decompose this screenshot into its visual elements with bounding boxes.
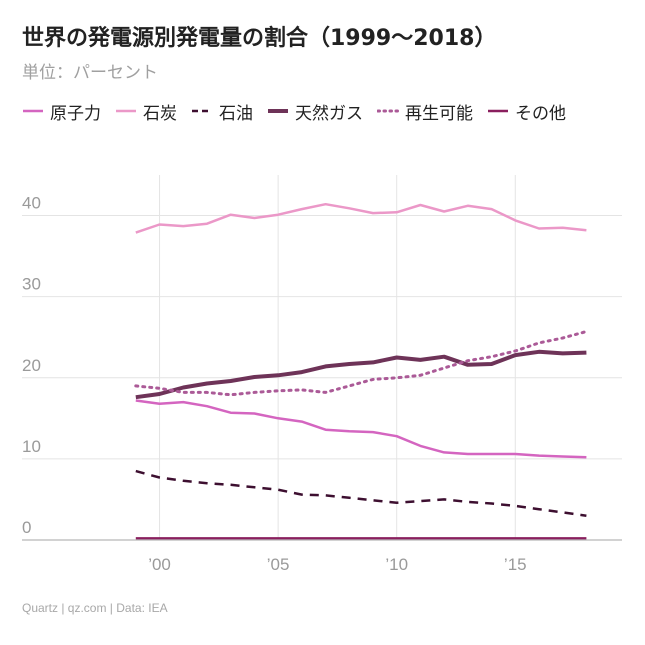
legend-item: 再生可能: [377, 98, 473, 124]
x-tick-label: ’10: [385, 555, 408, 574]
legend-label: 石油: [219, 103, 253, 124]
series-line-0: [135, 399, 587, 459]
x-tick-label: ’05: [267, 555, 290, 574]
y-tick-label: 40: [22, 194, 41, 213]
y-tick-label: 30: [22, 275, 41, 294]
series-lines: [134, 202, 588, 540]
legend-label: 石炭: [143, 103, 177, 124]
chart-subtitle: 単位：パーセント: [22, 63, 158, 83]
chart-title: 世界の発電源別発電量の割合（1999〜2018）: [22, 26, 497, 51]
legend-swatch: [488, 109, 508, 113]
series-line-1: [135, 202, 587, 234]
series-line-4: [134, 330, 588, 397]
series-line-2: [135, 469, 587, 517]
legend-label: 再生可能: [405, 103, 473, 124]
series-line-3: [135, 349, 587, 400]
grid: [22, 175, 622, 540]
legend-label: 天然ガス: [295, 103, 363, 124]
source-note: Quartz | qz.com | Data: IEA: [22, 601, 168, 615]
axis-ticks: 0 10 20 30 40 ’00 ’05 ’10 ’15: [22, 194, 527, 574]
legend-item: 原子力: [22, 98, 101, 124]
legend-swatch: [23, 109, 43, 113]
legend-item: その他: [487, 98, 566, 124]
legend-swatch: [377, 109, 399, 113]
legend-label: 原子力: [50, 103, 101, 124]
legend-swatch: [192, 109, 212, 113]
y-tick-label: 10: [22, 437, 41, 456]
legend-item: 石油: [191, 98, 253, 124]
y-tick-label: 20: [22, 356, 41, 375]
legend-swatch: [268, 109, 288, 113]
legend-item: 石炭: [115, 98, 177, 124]
legend-label: その他: [515, 103, 566, 124]
y-tick-label: 0: [22, 518, 31, 537]
legend-swatch: [116, 109, 136, 113]
x-tick-label: ’00: [148, 555, 171, 574]
legend: 原子力 石炭 石油 天然ガス 再生可能 その他: [22, 98, 622, 140]
x-tick-label: ’15: [504, 555, 527, 574]
legend-item: 天然ガス: [267, 98, 363, 124]
